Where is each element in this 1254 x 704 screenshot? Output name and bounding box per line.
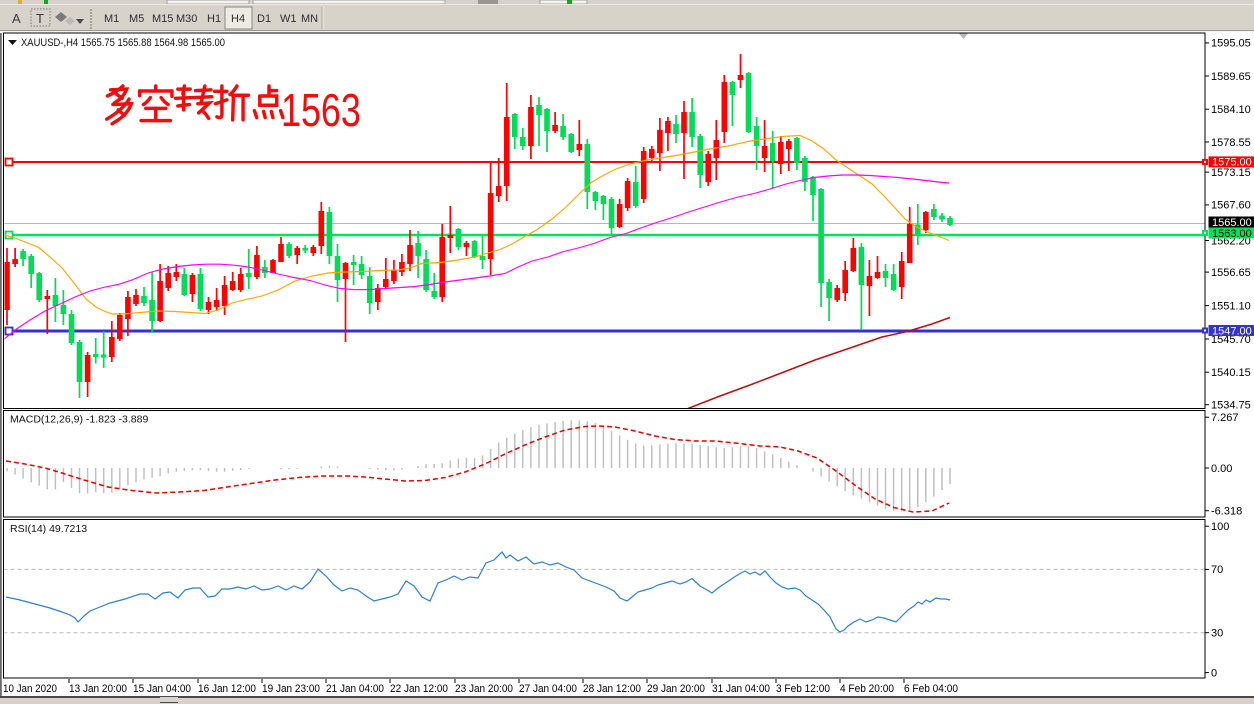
svg-text:100: 100 <box>1211 521 1229 533</box>
svg-text:23 Jan 20:00: 23 Jan 20:00 <box>455 683 513 695</box>
svg-text:T: T <box>36 11 44 26</box>
svg-text:1595.05: 1595.05 <box>1211 38 1251 50</box>
svg-text:H1: H1 <box>207 13 221 25</box>
svg-text:1547.00: 1547.00 <box>1212 325 1252 337</box>
svg-text:M30: M30 <box>176 13 197 25</box>
svg-text:15 Jan 04:00: 15 Jan 04:00 <box>133 683 191 695</box>
svg-text:W1: W1 <box>280 13 297 25</box>
svg-text:1540.15: 1540.15 <box>1211 367 1251 379</box>
svg-text:29 Jan 20:00: 29 Jan 20:00 <box>647 683 705 695</box>
svg-text:1565.00: 1565.00 <box>1212 217 1252 229</box>
svg-text:1534.75: 1534.75 <box>1211 400 1251 412</box>
svg-text:MN: MN <box>301 13 318 25</box>
svg-text:M15: M15 <box>152 13 173 25</box>
svg-text:27 Jan 04:00: 27 Jan 04:00 <box>519 683 577 695</box>
svg-text:1556.65: 1556.65 <box>1211 267 1251 279</box>
svg-text:19 Jan 23:00: 19 Jan 23:00 <box>262 683 320 695</box>
svg-text:1578.55: 1578.55 <box>1211 137 1251 149</box>
svg-text:RSI(14) 49.7213: RSI(14) 49.7213 <box>10 523 87 535</box>
svg-text:16 Jan 12:00: 16 Jan 12:00 <box>198 683 256 695</box>
svg-text:10 Jan 2020: 10 Jan 2020 <box>3 683 57 695</box>
svg-text:1575.00: 1575.00 <box>1212 157 1252 169</box>
svg-text:1567.60: 1567.60 <box>1211 200 1251 212</box>
svg-text:1573.15: 1573.15 <box>1211 167 1251 179</box>
svg-text:M1: M1 <box>104 13 119 25</box>
svg-text:D1: D1 <box>257 13 271 25</box>
svg-text:28 Jan 12:00: 28 Jan 12:00 <box>583 683 641 695</box>
svg-text:1563: 1563 <box>281 85 361 136</box>
svg-text:1584.10: 1584.10 <box>1211 104 1251 116</box>
svg-text:1551.10: 1551.10 <box>1211 300 1251 312</box>
svg-text:70: 70 <box>1211 564 1223 576</box>
svg-text:MACD(12,26,9) -1.823 -3.889: MACD(12,26,9) -1.823 -3.889 <box>10 414 148 426</box>
svg-text:XAUUSD-,H4 1565.75 1565.88 15: XAUUSD-,H4 1565.75 1565.88 1564.98 1565.… <box>21 37 225 49</box>
svg-text:22 Jan 12:00: 22 Jan 12:00 <box>390 683 448 695</box>
svg-text:A: A <box>12 11 21 26</box>
svg-text:21 Jan 04:00: 21 Jan 04:00 <box>326 683 384 695</box>
svg-text:-6.318: -6.318 <box>1211 506 1242 518</box>
svg-text:3 Feb 12:00: 3 Feb 12:00 <box>776 683 830 695</box>
svg-text:0: 0 <box>1211 667 1217 679</box>
svg-text:H4: H4 <box>231 13 245 25</box>
svg-text:31 Jan 04:00: 31 Jan 04:00 <box>712 683 770 695</box>
svg-text:30: 30 <box>1211 628 1223 640</box>
svg-text:1589.65: 1589.65 <box>1211 71 1251 83</box>
svg-text:M5: M5 <box>129 13 144 25</box>
svg-text:1563.00: 1563.00 <box>1212 228 1252 240</box>
svg-text:0.00: 0.00 <box>1211 463 1232 475</box>
svg-text:4 Feb 20:00: 4 Feb 20:00 <box>840 683 894 695</box>
svg-text:7.267: 7.267 <box>1211 412 1239 424</box>
svg-text:13 Jan 20:00: 13 Jan 20:00 <box>69 683 127 695</box>
svg-text:6 Feb 04:00: 6 Feb 04:00 <box>904 683 958 695</box>
svg-text:1545.70: 1545.70 <box>1211 334 1251 346</box>
